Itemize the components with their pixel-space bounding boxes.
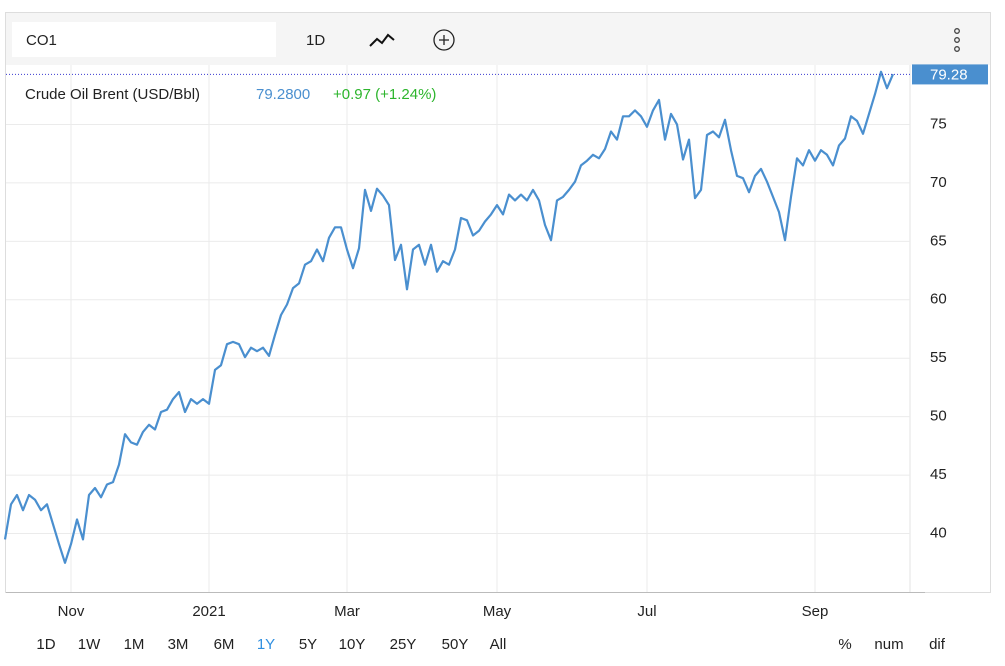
- symbol-input[interactable]: [12, 22, 276, 57]
- x-tick-label: May: [483, 603, 512, 620]
- y-tick-label: 65: [930, 232, 947, 249]
- range-button[interactable]: 5Y: [299, 636, 317, 653]
- range-button[interactable]: 25Y: [390, 636, 417, 653]
- y-tick-label: 45: [930, 466, 947, 483]
- dot: [954, 46, 960, 52]
- y-tick-label: 70: [930, 174, 947, 191]
- dot: [954, 28, 960, 34]
- dot: [954, 37, 960, 43]
- menu-icon[interactable]: [954, 28, 960, 52]
- range-button[interactable]: 3M: [168, 636, 189, 653]
- last-price-tag: [912, 64, 988, 85]
- x-tick-label: Jul: [637, 603, 656, 620]
- x-tick-label: 2021: [192, 603, 225, 620]
- add-icon[interactable]: [433, 29, 455, 51]
- price-line: [3, 70, 895, 564]
- range-button[interactable]: 1W: [78, 636, 101, 653]
- add-circle: [433, 29, 455, 51]
- range-button[interactable]: 6M: [214, 636, 235, 653]
- mode-button[interactable]: num: [874, 636, 903, 653]
- legend-change: +0.97 (+1.24%): [333, 86, 436, 103]
- frame: [5, 12, 991, 593]
- legend-price: 79.2800: [256, 86, 310, 103]
- mode-button[interactable]: dif: [929, 636, 946, 653]
- mode-button[interactable]: %: [838, 636, 851, 653]
- symbol: CO1: [26, 32, 57, 49]
- range-button[interactable]: 50Y: [442, 636, 469, 653]
- range-button[interactable]: 10Y: [339, 636, 366, 653]
- y-tick-label: 55: [930, 349, 947, 366]
- add-plus: [439, 35, 449, 45]
- last-price-label: 79.28: [930, 66, 968, 83]
- y-tick-label: 75: [930, 115, 947, 132]
- range-button[interactable]: 1Y: [257, 636, 275, 653]
- y-tick-label: 60: [930, 291, 947, 308]
- x-tick-label: Mar: [334, 603, 360, 620]
- range-button[interactable]: All: [490, 636, 507, 653]
- range-button[interactable]: 1D: [36, 636, 55, 653]
- y-tick-label: 40: [930, 525, 947, 542]
- range-button[interactable]: 1M: [124, 636, 145, 653]
- y-tick-label: 50: [930, 408, 947, 425]
- interval[interactable]: 1D: [306, 32, 325, 49]
- x-tick-label: Sep: [802, 603, 829, 620]
- legend-name: Crude Oil Brent (USD/Bbl): [25, 86, 200, 103]
- x-tick-label: Nov: [58, 603, 85, 620]
- chart-type-icon[interactable]: [369, 33, 395, 47]
